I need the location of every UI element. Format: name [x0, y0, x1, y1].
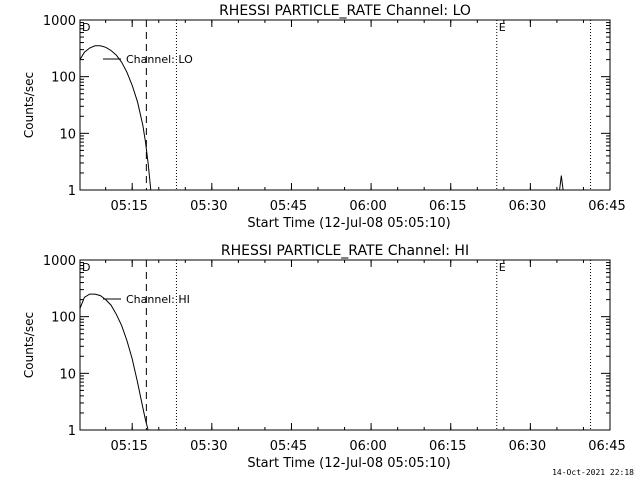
x-tick-label: 06:15 [429, 439, 466, 454]
y-tick-label: 100 [51, 71, 76, 86]
x-tick-label: 05:45 [270, 199, 307, 214]
legend-label: Channel: LO [126, 53, 193, 66]
marker-label: E [499, 21, 506, 34]
y-tick-label: 1000 [43, 254, 76, 269]
chart-title: RHESSI PARTICLE_RATE Channel: HI [221, 243, 469, 259]
footer-timestamp: 14-Oct-2021 22:18 [552, 468, 634, 477]
x-tick-label: 05:30 [190, 199, 227, 214]
series-line-0 [79, 293, 149, 431]
x-tick-label: 06:00 [349, 439, 386, 454]
corner-label: D [82, 261, 90, 274]
y-tick-label: 100 [51, 311, 76, 326]
series-line-1 [559, 175, 564, 191]
plot-frame [79, 19, 611, 191]
x-axis-label: Start Time (12-Jul-08 05:05:10) [247, 216, 450, 231]
x-tick-label: 05:45 [270, 439, 307, 454]
y-tick-label: 10 [59, 127, 76, 142]
y-axis-label: Counts/sec [22, 72, 36, 138]
plot-frame [79, 259, 611, 431]
legend-label: Channel: HI [126, 293, 190, 306]
x-tick-label: 06:45 [588, 439, 625, 454]
x-tick-label: 05:30 [190, 439, 227, 454]
y-tick-label: 1 [68, 424, 76, 439]
marker-label: E [499, 261, 506, 274]
corner-label: D [82, 21, 90, 34]
lo-channel-panel: RHESSI PARTICLE_RATE Channel: LO Start Ti… [22, 3, 626, 231]
x-tick-label: 06:15 [429, 199, 466, 214]
x-tick-label: 05:15 [110, 199, 147, 214]
y-tick-label: 1000 [43, 14, 76, 29]
y-axis-label: Counts/sec [22, 312, 36, 378]
x-tick-label: 05:15 [110, 439, 147, 454]
series-line-0 [79, 45, 152, 191]
chart-title: RHESSI PARTICLE_RATE Channel: LO [219, 3, 471, 19]
hi-channel-panel: RHESSI PARTICLE_RATE Channel: HI Start Ti… [22, 243, 626, 471]
y-tick-label: 10 [59, 367, 76, 382]
x-tick-label: 06:30 [509, 199, 546, 214]
x-tick-label: 06:00 [349, 199, 386, 214]
x-tick-label: 06:30 [509, 439, 546, 454]
x-axis-label: Start Time (12-Jul-08 05:05:10) [247, 456, 450, 471]
x-tick-label: 06:45 [588, 199, 625, 214]
y-tick-label: 1 [68, 184, 76, 199]
